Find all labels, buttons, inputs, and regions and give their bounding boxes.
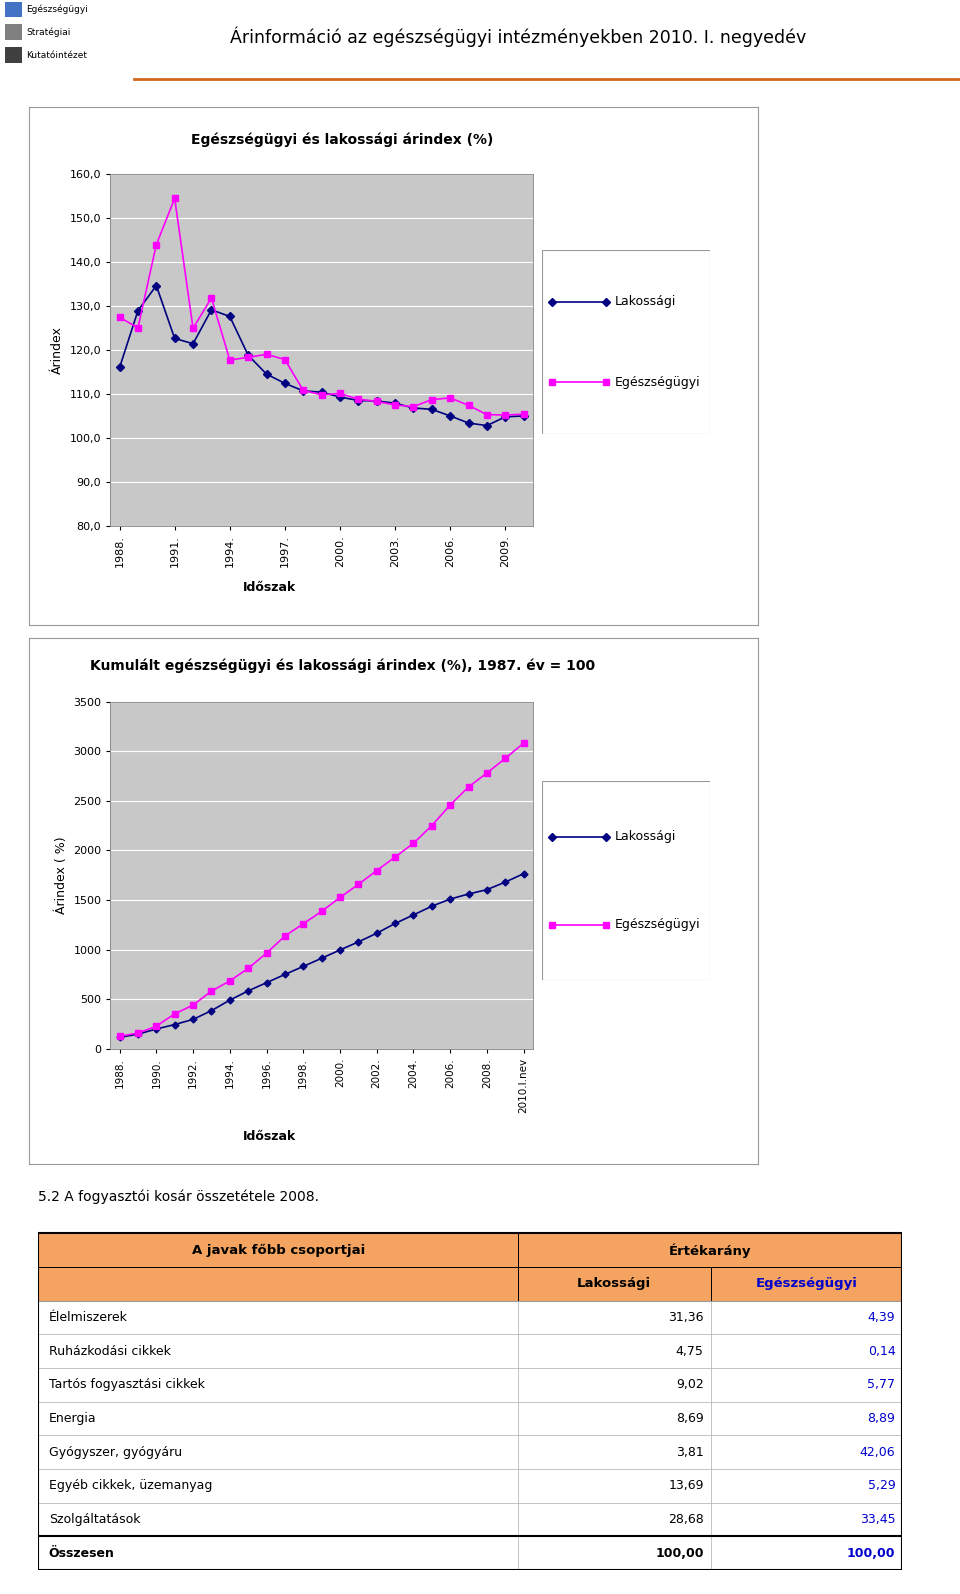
Bar <box>38 1334 518 1368</box>
Text: 3,81: 3,81 <box>676 1446 704 1459</box>
Text: 31,36: 31,36 <box>668 1312 704 1325</box>
Bar <box>710 1301 902 1334</box>
Text: 33,45: 33,45 <box>860 1513 896 1525</box>
Bar <box>38 1368 518 1401</box>
Bar <box>710 1368 902 1401</box>
Text: Egészségügyi: Egészségügyi <box>26 5 87 14</box>
Bar <box>518 1401 710 1436</box>
Text: Lakossági: Lakossági <box>614 295 676 308</box>
Bar <box>518 1234 902 1267</box>
Bar <box>518 1301 710 1334</box>
Bar <box>5 24 22 40</box>
Bar <box>38 1301 518 1334</box>
Bar <box>38 1401 518 1436</box>
Bar <box>710 1470 902 1503</box>
Text: Lakossági: Lakossági <box>577 1277 651 1291</box>
Bar <box>38 1234 902 1570</box>
Text: Kumulált egészségügyi és lakossági árindex (%), 1987. év = 100: Kumulált egészségügyi és lakossági árind… <box>90 658 595 673</box>
Text: %: % <box>336 706 349 720</box>
Bar <box>5 48 22 62</box>
Bar <box>38 1503 518 1537</box>
Text: Kutatóintézet: Kutatóintézet <box>26 51 87 59</box>
Text: 5,77: 5,77 <box>868 1379 896 1392</box>
Bar <box>710 1436 902 1470</box>
Text: Árinformáció az egészségügyi intézményekben 2010. I. negyedév: Árinformáció az egészségügyi intézmények… <box>230 27 806 46</box>
Text: Szolgáltatások: Szolgáltatások <box>49 1513 140 1525</box>
Text: Egészségügyi: Egészségügyi <box>614 376 700 389</box>
Text: Tartós fogyasztási cikkek: Tartós fogyasztási cikkek <box>49 1379 204 1392</box>
Text: 5,29: 5,29 <box>868 1479 896 1492</box>
Text: Élelmiszerek: Élelmiszerek <box>49 1312 128 1325</box>
Text: Egészségügyi: Egészségügyi <box>614 918 700 931</box>
Bar <box>518 1436 710 1470</box>
Text: 5.2 A fogyasztói kosár összetétele 2008.: 5.2 A fogyasztói kosár összetétele 2008. <box>38 1189 320 1203</box>
Text: A javak főbb csoportjai: A javak főbb csoportjai <box>192 1243 365 1256</box>
Text: az előző év azonos időszaka = 100 %: az előző év azonos időszaka = 100 % <box>198 180 488 193</box>
Text: 13,69: 13,69 <box>668 1479 704 1492</box>
Bar <box>38 1436 518 1470</box>
Bar <box>710 1401 902 1436</box>
Bar <box>710 1503 902 1537</box>
Bar <box>710 1537 902 1570</box>
Bar <box>38 1267 518 1301</box>
Text: 8,89: 8,89 <box>868 1412 896 1425</box>
Text: Lakossági: Lakossági <box>614 830 676 843</box>
Text: 4,39: 4,39 <box>868 1312 896 1325</box>
Text: 42,06: 42,06 <box>860 1446 896 1459</box>
Text: 8,69: 8,69 <box>676 1412 704 1425</box>
Bar <box>518 1334 710 1368</box>
Text: Egészségügyi: Egészségügyi <box>756 1277 857 1291</box>
Text: 4,75: 4,75 <box>676 1345 704 1358</box>
Bar <box>518 1368 710 1401</box>
Bar <box>710 1334 902 1368</box>
Text: Egyéb cikkek, üzemanyag: Egyéb cikkek, üzemanyag <box>49 1479 212 1492</box>
Text: Időszak: Időszak <box>243 580 297 595</box>
Text: 100,00: 100,00 <box>655 1546 704 1561</box>
Text: Értékarány: Értékarány <box>669 1243 752 1258</box>
Text: Gyógyszer, gyógyáru: Gyógyszer, gyógyáru <box>49 1446 181 1459</box>
Text: Egészségügyi és lakossági árindex (%): Egészségügyi és lakossági árindex (%) <box>191 132 493 147</box>
Text: Stratégiai: Stratégiai <box>26 27 70 37</box>
Text: 100,00: 100,00 <box>847 1546 896 1561</box>
Bar <box>38 1470 518 1503</box>
Bar <box>518 1470 710 1503</box>
Text: Összesen: Összesen <box>49 1546 114 1561</box>
Text: Energia: Energia <box>49 1412 96 1425</box>
Bar <box>710 1267 902 1301</box>
Text: 9,02: 9,02 <box>676 1379 704 1392</box>
Text: Időszak: Időszak <box>243 1130 297 1143</box>
Text: 28,68: 28,68 <box>668 1513 704 1525</box>
Y-axis label: Árindex ( %): Árindex ( %) <box>55 837 68 913</box>
Y-axis label: Árindex: Árindex <box>51 325 64 375</box>
Text: 0,14: 0,14 <box>868 1345 896 1358</box>
Bar <box>5 2 22 18</box>
Bar <box>518 1537 710 1570</box>
Bar <box>518 1503 710 1537</box>
Text: Ruházkodási cikkek: Ruházkodási cikkek <box>49 1345 171 1358</box>
Bar <box>38 1234 518 1267</box>
Bar <box>518 1267 710 1301</box>
Bar <box>38 1537 518 1570</box>
